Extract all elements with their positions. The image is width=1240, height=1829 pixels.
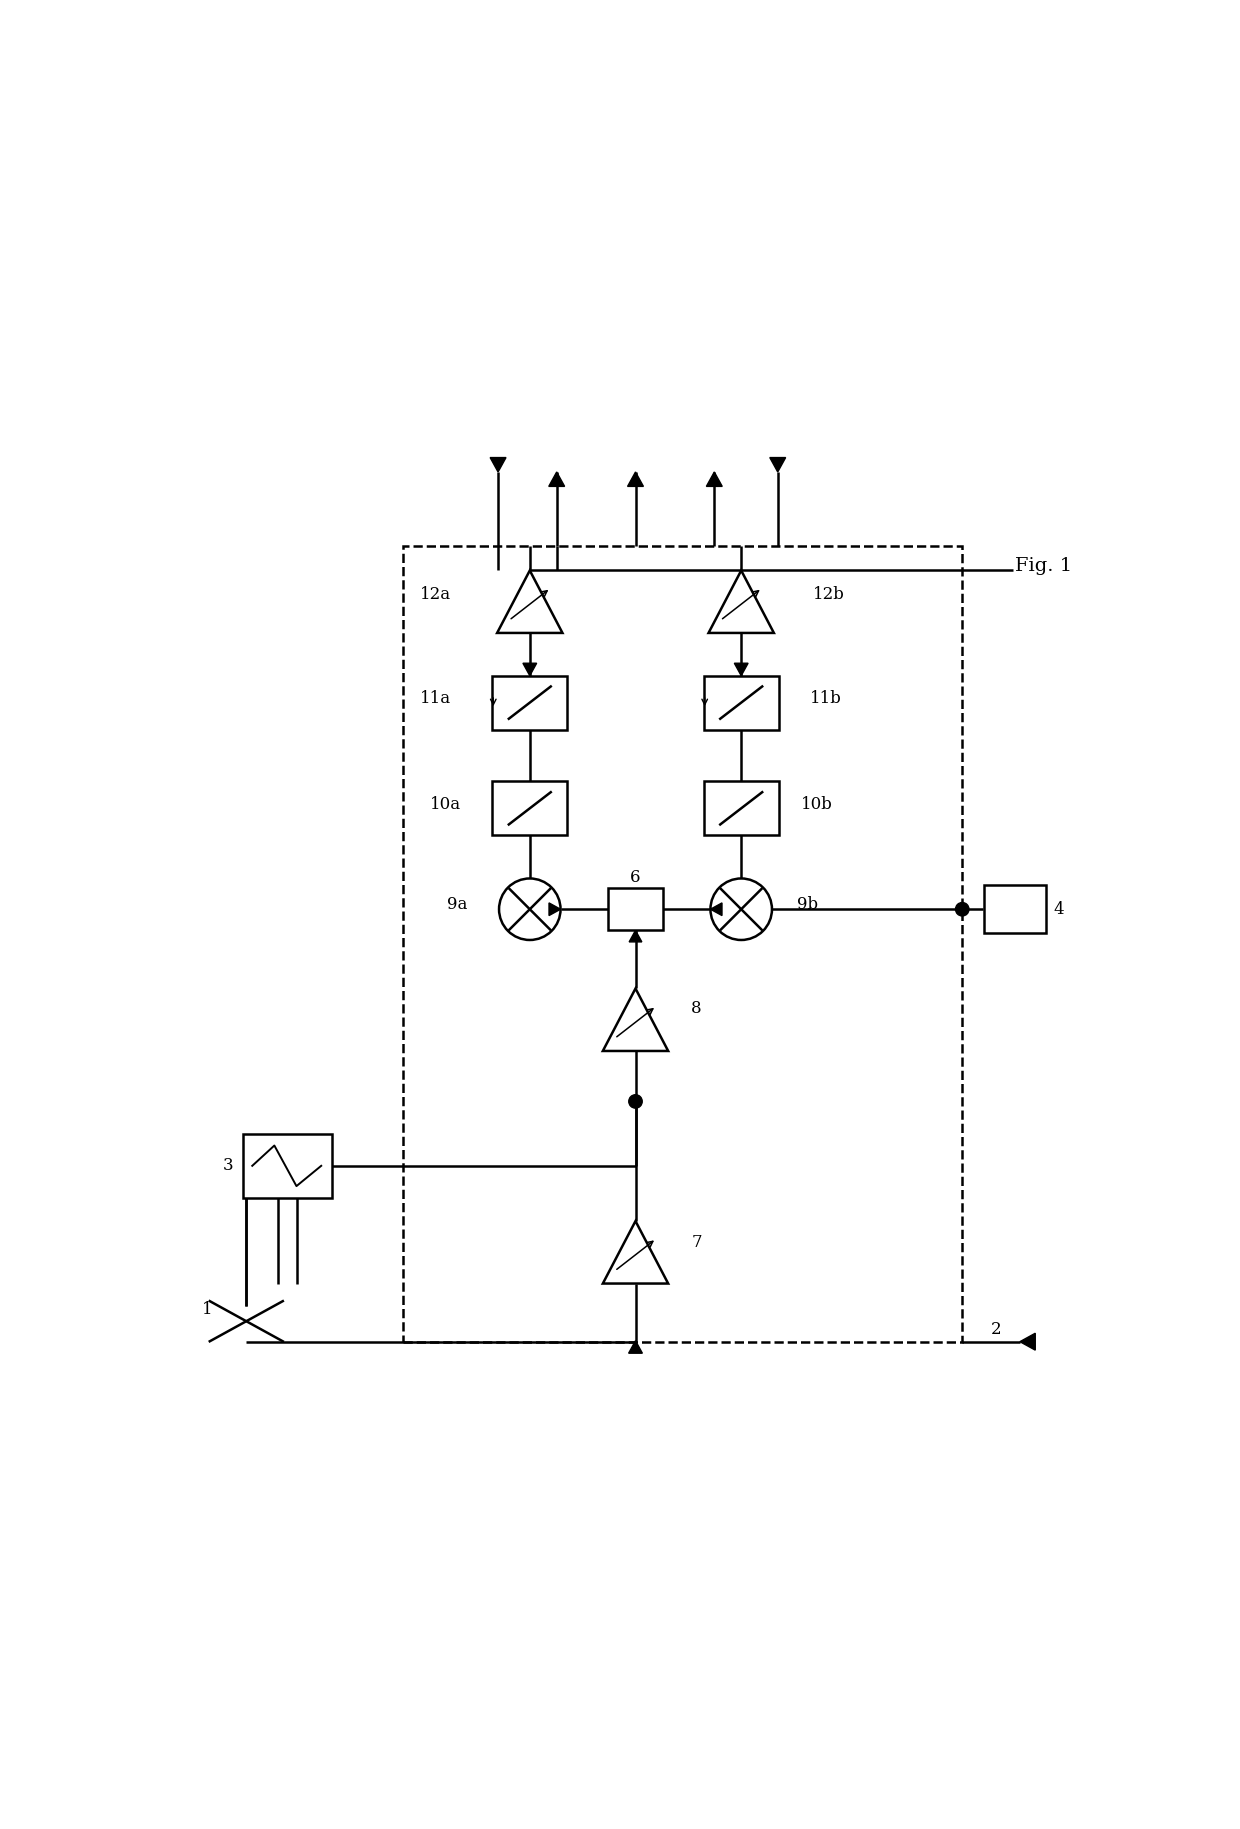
Polygon shape <box>629 1341 642 1353</box>
Polygon shape <box>627 472 644 487</box>
Text: 12a: 12a <box>420 587 451 604</box>
Bar <box>983 885 1047 933</box>
Text: 9b: 9b <box>797 896 818 913</box>
Text: 7: 7 <box>691 1235 702 1251</box>
Bar <box>704 781 779 836</box>
Bar <box>243 1134 332 1198</box>
Circle shape <box>956 902 968 916</box>
Text: 10a: 10a <box>429 796 460 812</box>
Text: 3: 3 <box>223 1158 234 1174</box>
Bar <box>492 781 567 836</box>
Polygon shape <box>707 472 722 487</box>
Polygon shape <box>1019 1333 1035 1350</box>
Polygon shape <box>708 571 774 633</box>
Polygon shape <box>770 457 786 472</box>
Bar <box>403 547 962 1342</box>
Polygon shape <box>711 904 722 916</box>
Text: 4: 4 <box>1054 900 1064 918</box>
Text: 9a: 9a <box>446 896 467 913</box>
Polygon shape <box>734 664 748 675</box>
Text: 2: 2 <box>991 1321 1002 1337</box>
Text: 1: 1 <box>202 1302 213 1319</box>
Circle shape <box>498 878 560 940</box>
Polygon shape <box>490 457 506 472</box>
Circle shape <box>711 878 773 940</box>
Bar <box>492 675 567 730</box>
Bar <box>704 675 779 730</box>
Bar <box>608 889 663 931</box>
Polygon shape <box>549 472 564 487</box>
Circle shape <box>629 1096 642 1108</box>
Polygon shape <box>629 931 642 942</box>
Text: 12b: 12b <box>813 587 846 604</box>
Text: Fig. 1: Fig. 1 <box>1016 558 1073 574</box>
Polygon shape <box>497 571 563 633</box>
Text: 8: 8 <box>691 1000 702 1017</box>
Polygon shape <box>549 904 560 916</box>
Text: 11a: 11a <box>420 690 451 708</box>
Polygon shape <box>523 664 537 675</box>
Text: 6: 6 <box>630 869 641 885</box>
Polygon shape <box>603 988 668 1052</box>
Polygon shape <box>603 1222 668 1284</box>
Text: 10b: 10b <box>801 796 833 812</box>
Text: 11b: 11b <box>811 690 842 708</box>
